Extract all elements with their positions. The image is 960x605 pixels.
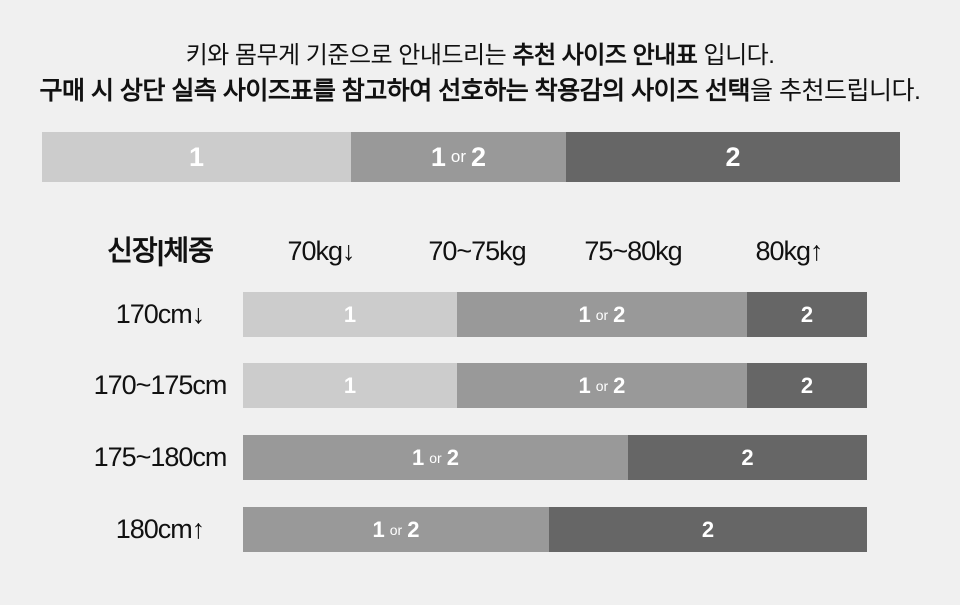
table-header-row: 신장|체중 70kg↓ 70~75kg 75~80kg 80kg↑ xyxy=(0,231,960,271)
segment-label-or: or xyxy=(595,377,609,394)
segment-label-or: or xyxy=(450,147,467,166)
weight-header: 70kg↓ xyxy=(287,236,355,266)
size-segment-1-or-2: 1 or 2 xyxy=(456,363,747,408)
title-line-2-suffix: 을 추천드립니다. xyxy=(750,77,921,105)
size-segment-1-or-2: 1 or 2 xyxy=(243,435,628,480)
height-label: 170~175cm xyxy=(93,370,228,400)
segment-label-number: 2 xyxy=(613,301,626,327)
size-bar: 1 1 or 2 2 xyxy=(243,363,867,408)
title-line-1: 키와 몸무게 기준으로 안내드리는 추천 사이즈 안내표 입니다. xyxy=(0,41,960,71)
segment-label-or: or xyxy=(595,306,609,323)
size-bar: 1 1 or 2 2 xyxy=(243,292,867,337)
size-segment-2: 2 xyxy=(565,132,900,182)
table-row: 170~175cm 1 1 or 2 2 xyxy=(0,363,960,408)
size-segment-1: 1 xyxy=(243,363,457,408)
table-row: 180cm↑ 1 or 2 2 xyxy=(0,507,960,552)
table-row: 170cm↓ 1 1 or 2 2 xyxy=(0,292,960,337)
size-segment-1-or-2: 1 or 2 xyxy=(456,292,747,337)
segment-label-or: or xyxy=(389,521,403,538)
segment-label-number: 1 xyxy=(412,444,425,470)
size-legend-bar: 1 1 or 2 2 xyxy=(42,132,900,182)
height-weight-header: 신장|체중 xyxy=(107,235,214,266)
weight-header: 75~80kg xyxy=(584,236,682,266)
height-label: 180cm↑ xyxy=(115,514,206,544)
title-line-1-suffix: 입니다. xyxy=(697,42,775,69)
weight-headers: 70kg↓ 70~75kg 75~80kg 80kg↑ xyxy=(243,231,867,271)
size-segment-1-or-2: 1 or 2 xyxy=(243,507,549,552)
size-segment-2: 2 xyxy=(628,435,867,480)
segment-label-number: 2 xyxy=(446,444,459,470)
segment-label-number: 1 xyxy=(578,372,591,398)
segment-label-number: 2 xyxy=(800,372,814,398)
title-line-1-prefix: 키와 몸무게 기준으로 안내드리는 xyxy=(185,42,513,69)
segment-label-number: 2 xyxy=(471,141,487,172)
segment-label-number: 2 xyxy=(725,141,741,172)
weight-header: 80kg↑ xyxy=(755,236,823,266)
title-line-1-bold: 추천 사이즈 안내표 xyxy=(512,42,698,69)
weight-header: 70~75kg xyxy=(428,236,526,266)
height-label: 175~180cm xyxy=(93,442,228,472)
size-segment-2: 2 xyxy=(746,292,867,337)
size-bar: 1 or 2 2 xyxy=(243,507,867,552)
table-row: 175~180cm 1 or 2 2 xyxy=(0,435,960,480)
size-segment-1: 1 xyxy=(42,132,351,182)
size-segment-1: 1 xyxy=(243,292,457,337)
size-segment-2: 2 xyxy=(746,363,867,408)
title-line-2-bold: 구매 시 상단 실측 사이즈표를 참고하여 선호하는 착용감의 사이즈 선택 xyxy=(39,77,751,105)
height-label: 170cm↓ xyxy=(115,299,206,329)
size-segment-2: 2 xyxy=(549,507,867,552)
size-bar: 1 or 2 2 xyxy=(243,435,867,480)
segment-label-number: 2 xyxy=(800,301,814,327)
segment-label-number: 1 xyxy=(430,141,446,172)
segment-label-number: 2 xyxy=(613,372,626,398)
segment-label-number: 1 xyxy=(372,516,385,542)
segment-label-number: 2 xyxy=(741,444,754,470)
title-line-2: 구매 시 상단 실측 사이즈표를 참고하여 선호하는 착용감의 사이즈 선택을 … xyxy=(0,76,960,106)
segment-label-number: 1 xyxy=(578,301,591,327)
segment-label-number: 1 xyxy=(343,372,357,398)
segment-label-number: 2 xyxy=(701,516,715,542)
segment-label-number: 1 xyxy=(188,141,204,172)
segment-label-number: 1 xyxy=(343,301,357,327)
size-segment-1-or-2: 1 or 2 xyxy=(350,132,566,182)
segment-label-number: 2 xyxy=(407,516,420,542)
segment-label-or: or xyxy=(429,449,442,466)
